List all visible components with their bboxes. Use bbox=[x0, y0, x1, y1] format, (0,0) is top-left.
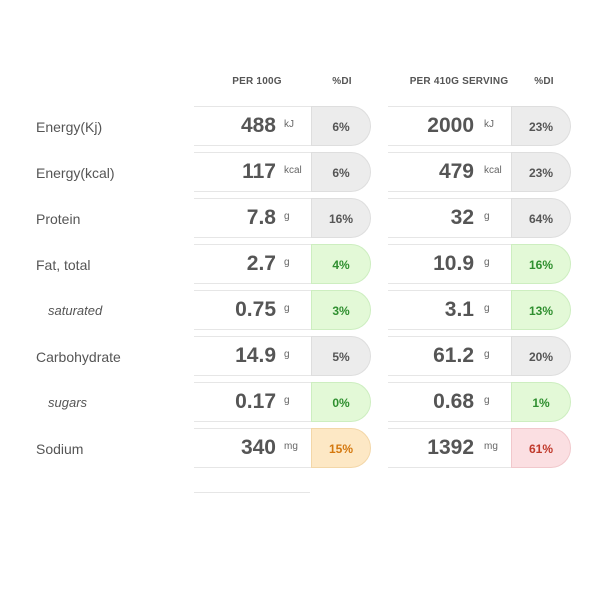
value-serving: 1392 bbox=[427, 436, 474, 459]
value-serving: 0.68 bbox=[433, 390, 474, 413]
unit-100g: g bbox=[284, 395, 290, 406]
nutrient-label: Protein bbox=[36, 211, 81, 227]
di-badge-serving: 23% bbox=[511, 152, 571, 192]
value-serving: 3.1 bbox=[444, 298, 474, 321]
nutrient-label: saturated bbox=[48, 303, 103, 318]
value-cell-100g: 0.75 g bbox=[194, 290, 312, 330]
unit-100g: g bbox=[284, 211, 290, 222]
value-cell-serving: 1392 mg bbox=[388, 428, 512, 468]
value-100g: 340 bbox=[240, 436, 276, 459]
value-serving: 2000 bbox=[427, 114, 474, 137]
nutrient-row: Protein 7.8 g 16% 32 g 64% bbox=[0, 196, 600, 242]
nutrient-label: Fat, total bbox=[36, 257, 91, 273]
unit-serving: g bbox=[484, 211, 490, 222]
nutrient-label: Energy(kcal) bbox=[36, 165, 115, 181]
di-badge-serving: 16% bbox=[511, 244, 571, 284]
header-di-serving: %DI bbox=[534, 76, 554, 87]
value-cell-100g: 2.7 g bbox=[194, 244, 312, 284]
di-badge-100g: 3% bbox=[311, 290, 371, 330]
value-cell-100g: 0.17 g bbox=[194, 382, 312, 422]
unit-100g: mg bbox=[284, 441, 298, 452]
unit-serving: mg bbox=[484, 441, 498, 452]
nutrient-label: Sodium bbox=[36, 441, 84, 457]
value-cell-100g: 488 kJ bbox=[194, 106, 312, 146]
di-badge-100g: 15% bbox=[311, 428, 371, 468]
value-cell-100g: 117 kcal bbox=[194, 152, 312, 192]
nutrient-label: Energy(Kj) bbox=[36, 119, 103, 135]
value-cell-100g: 14.9 g bbox=[194, 336, 312, 376]
unit-serving: g bbox=[484, 395, 490, 406]
value-100g: 488 bbox=[240, 114, 276, 137]
value-serving: 10.9 bbox=[433, 252, 474, 275]
value-100g: 14.9 bbox=[235, 344, 276, 367]
unit-serving: kJ bbox=[484, 119, 494, 130]
unit-100g: kJ bbox=[284, 119, 294, 130]
value-cell-serving: 10.9 g bbox=[388, 244, 512, 284]
nutrient-row: saturated 0.75 g 3% 3.1 g 13% bbox=[0, 288, 600, 334]
header-di-100g: %DI bbox=[332, 76, 352, 87]
di-badge-100g: 0% bbox=[311, 382, 371, 422]
value-cell-serving: 3.1 g bbox=[388, 290, 512, 330]
divider bbox=[194, 492, 310, 493]
di-badge-100g: 6% bbox=[311, 106, 371, 146]
nutrient-row: Sodium 340 mg 15% 1392 mg 61% bbox=[0, 426, 600, 472]
unit-serving: g bbox=[484, 349, 490, 360]
value-cell-serving: 2000 kJ bbox=[388, 106, 512, 146]
value-cell-serving: 479 kcal bbox=[388, 152, 512, 192]
value-serving: 32 bbox=[450, 206, 474, 229]
di-badge-serving: 61% bbox=[511, 428, 571, 468]
unit-100g: g bbox=[284, 257, 290, 268]
unit-serving: kcal bbox=[484, 165, 502, 176]
value-cell-serving: 61.2 g bbox=[388, 336, 512, 376]
di-badge-serving: 20% bbox=[511, 336, 571, 376]
header-per-100g: PER 100G bbox=[232, 76, 282, 87]
di-badge-serving: 23% bbox=[511, 106, 571, 146]
value-serving: 61.2 bbox=[433, 344, 474, 367]
nutrient-row: sugars 0.17 g 0% 0.68 g 1% bbox=[0, 380, 600, 426]
di-badge-100g: 5% bbox=[311, 336, 371, 376]
header-per-serving: PER 410G SERVING bbox=[409, 76, 509, 87]
unit-100g: g bbox=[284, 303, 290, 314]
value-cell-serving: 0.68 g bbox=[388, 382, 512, 422]
nutrient-label: sugars bbox=[48, 395, 88, 410]
nutrient-row: Energy(kcal) 117 kcal 6% 479 kcal 23% bbox=[0, 150, 600, 196]
value-100g: 0.17 bbox=[235, 390, 276, 413]
nutrient-row: Carbohydrate 14.9 g 5% 61.2 g 20% bbox=[0, 334, 600, 380]
value-100g: 2.7 bbox=[246, 252, 276, 275]
di-badge-serving: 1% bbox=[511, 382, 571, 422]
nutrient-row: Fat, total 2.7 g 4% 10.9 g 16% bbox=[0, 242, 600, 288]
di-badge-100g: 6% bbox=[311, 152, 371, 192]
unit-100g: kcal bbox=[284, 165, 302, 176]
di-badge-serving: 13% bbox=[511, 290, 571, 330]
value-cell-100g: 340 mg bbox=[194, 428, 312, 468]
value-serving: 479 bbox=[438, 160, 474, 183]
value-100g: 0.75 bbox=[235, 298, 276, 321]
value-cell-100g: 7.8 g bbox=[194, 198, 312, 238]
di-badge-100g: 16% bbox=[311, 198, 371, 238]
unit-100g: g bbox=[284, 349, 290, 360]
di-badge-serving: 64% bbox=[511, 198, 571, 238]
value-100g: 117 bbox=[242, 160, 276, 183]
nutrient-label: Carbohydrate bbox=[36, 349, 121, 365]
value-100g: 7.8 bbox=[246, 206, 276, 229]
nutrient-row: Energy(Kj) 488 kJ 6% 2000 kJ 23% bbox=[0, 104, 600, 150]
unit-serving: g bbox=[484, 257, 490, 268]
value-cell-serving: 32 g bbox=[388, 198, 512, 238]
di-badge-100g: 4% bbox=[311, 244, 371, 284]
unit-serving: g bbox=[484, 303, 490, 314]
